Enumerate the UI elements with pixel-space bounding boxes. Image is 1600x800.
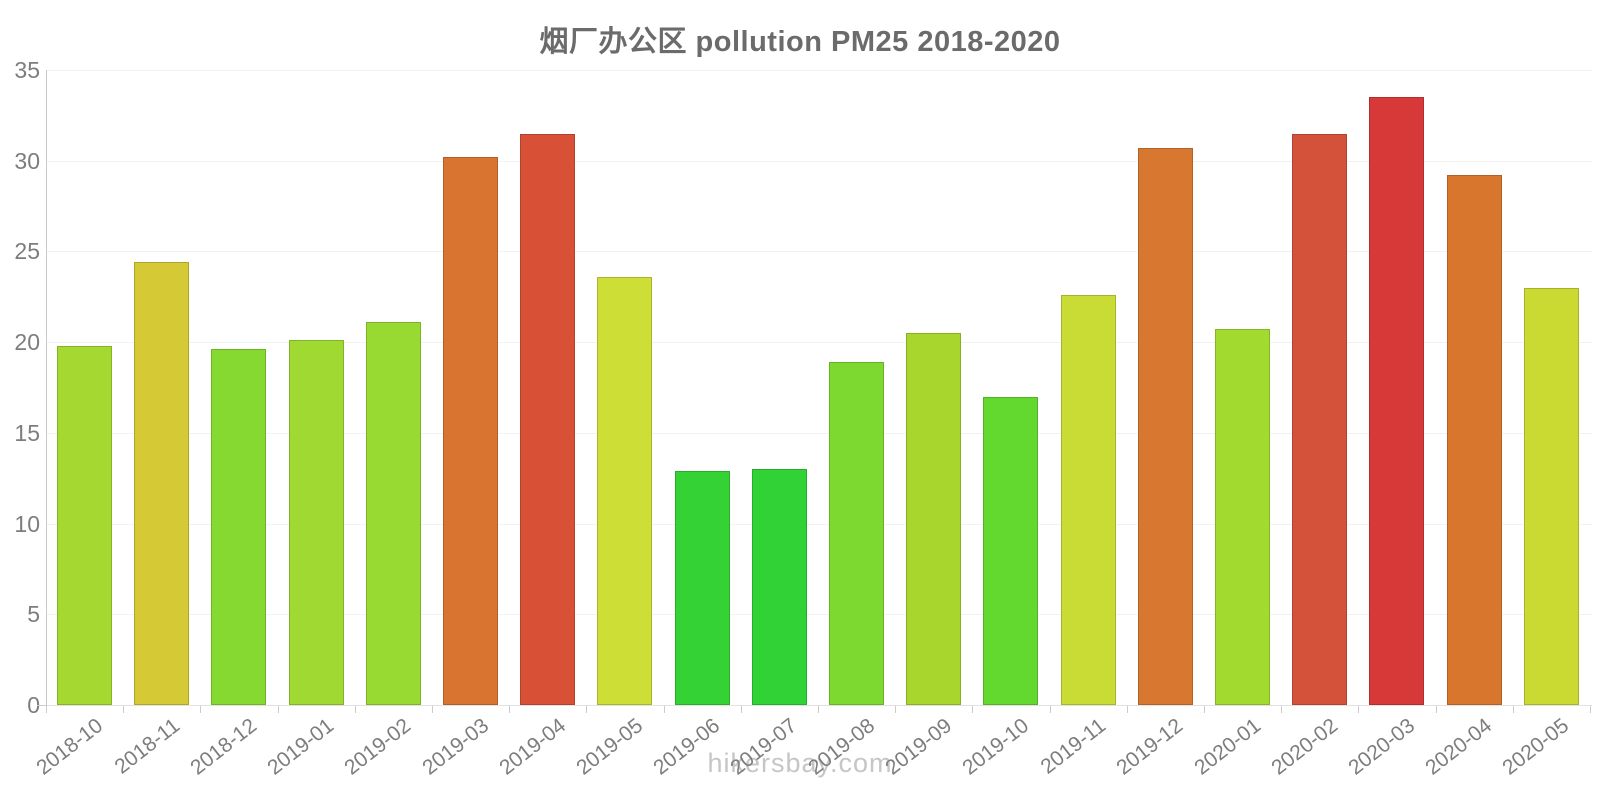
gridline-5 [47, 614, 1592, 616]
bar-2018-11[interactable] [134, 262, 190, 705]
x-axis-tick [509, 706, 511, 713]
bar-2020-04[interactable] [1446, 175, 1502, 705]
bar-2020-03[interactable] [1369, 97, 1425, 705]
gridline-25 [47, 251, 1592, 253]
chart-title: 烟厂办公区 pollution PM25 2018-2020 [539, 26, 1061, 58]
y-axis-tick-label: 20 [14, 329, 40, 356]
gridline-15 [47, 432, 1592, 434]
bar-2019-01[interactable] [288, 340, 344, 705]
x-axis-tick [1435, 706, 1437, 713]
bar-2019-04[interactable] [520, 133, 576, 705]
y-axis-tick-label: 15 [14, 419, 40, 446]
gridline-20 [47, 342, 1592, 344]
x-axis-tick [1203, 706, 1205, 713]
x-axis-tick [663, 706, 665, 713]
y-axis-tick-label: 30 [14, 147, 40, 174]
y-axis-tick-label: 0 [27, 692, 40, 718]
bar-2019-10[interactable] [983, 396, 1039, 705]
gridline-10 [47, 523, 1592, 525]
x-axis-tick [123, 706, 125, 713]
x-axis-tick [740, 706, 742, 713]
bar-2019-02[interactable] [365, 322, 421, 705]
y-axis-zero-tick [37, 705, 46, 706]
x-axis-tick [972, 706, 974, 713]
gridline-35 [47, 70, 1592, 71]
x-axis-tick [1358, 706, 1360, 713]
bar-2019-11[interactable] [1060, 294, 1116, 705]
bar-2019-03[interactable] [443, 157, 498, 705]
bar-2019-09[interactable] [906, 333, 962, 705]
bar-2019-12[interactable] [1137, 148, 1193, 705]
bar-2018-12[interactable] [211, 349, 267, 705]
y-axis-tick-label: 5 [27, 601, 40, 628]
x-axis-tick [1589, 706, 1591, 713]
x-axis-tick [277, 706, 279, 713]
watermark: hikersbay.com [707, 748, 893, 778]
x-axis-tick [1512, 706, 1514, 713]
x-axis-tick [45, 706, 47, 713]
x-axis-tick [354, 706, 356, 713]
x-axis-tick [1049, 706, 1051, 713]
bar-2019-05[interactable] [597, 276, 653, 705]
bar-2020-02[interactable] [1292, 133, 1348, 705]
y-axis-line [46, 70, 47, 713]
x-axis-tick [586, 706, 588, 713]
bar-2018-10[interactable] [57, 345, 112, 705]
y-axis-tick-label: 35 [14, 57, 40, 83]
bar-2020-01[interactable] [1215, 329, 1270, 705]
y-axis-tick-label: 25 [14, 238, 40, 265]
x-axis-tick [200, 706, 202, 713]
gridline-30 [47, 160, 1592, 162]
bar-2019-08[interactable] [829, 362, 884, 705]
x-axis-tick [431, 706, 433, 713]
bar-2019-07[interactable] [751, 469, 807, 705]
x-axis-tick [817, 706, 819, 713]
x-axis-tick [1281, 706, 1283, 713]
x-axis-baseline [46, 705, 1592, 706]
bar-2019-06[interactable] [674, 470, 730, 705]
bar-2020-05[interactable] [1523, 287, 1579, 705]
y-axis-tick-label: 10 [14, 510, 40, 537]
x-axis-tick [895, 706, 897, 713]
x-axis-tick [1126, 706, 1128, 713]
